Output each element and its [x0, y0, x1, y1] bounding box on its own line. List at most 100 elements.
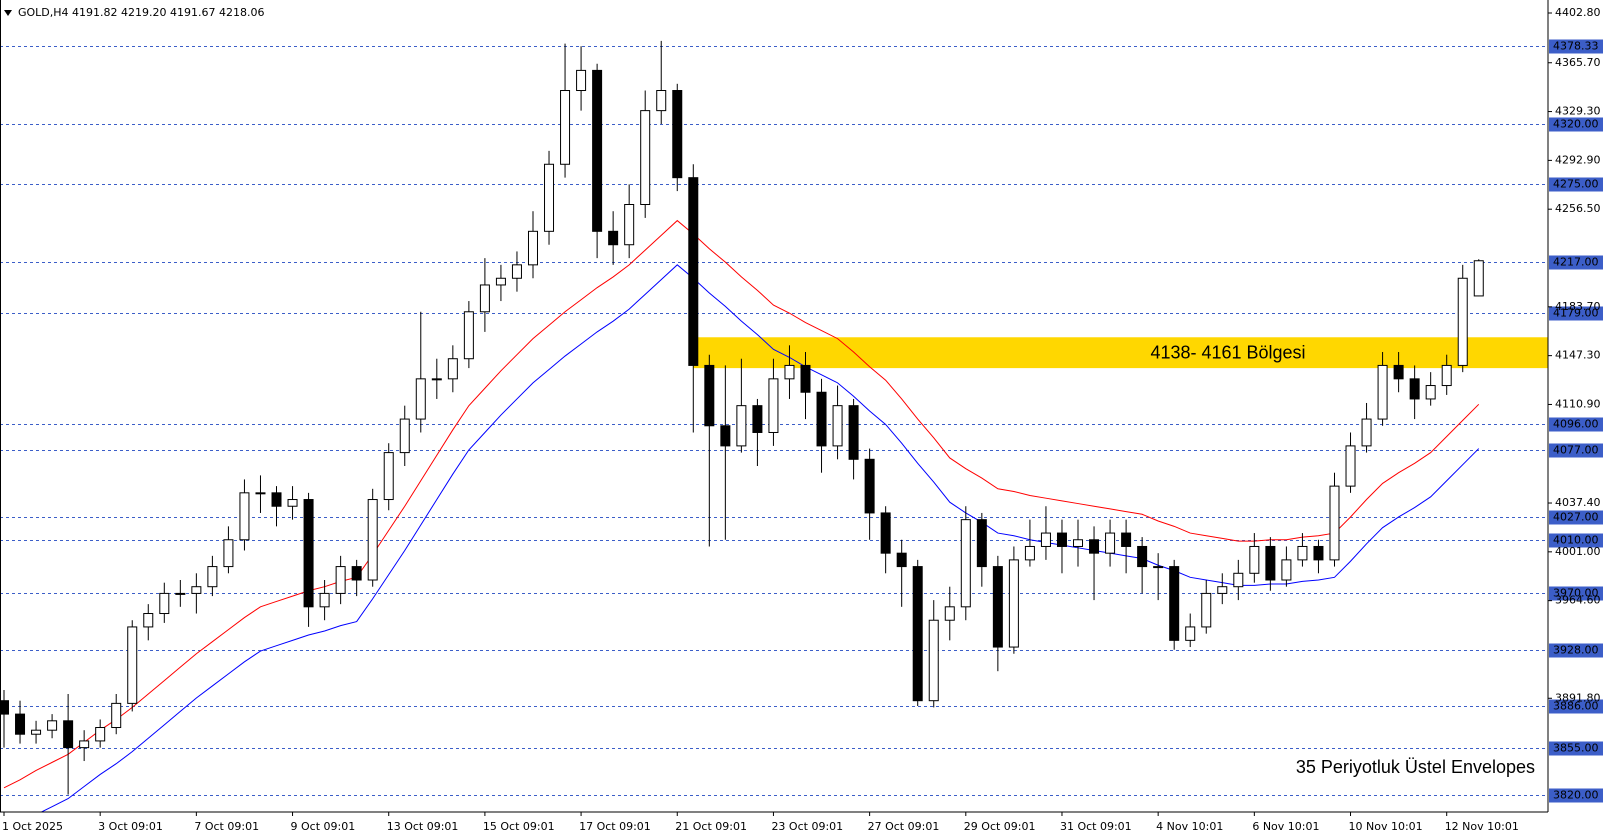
candle-body	[896, 552, 907, 568]
candle-body	[31, 729, 42, 735]
candle-body	[944, 606, 955, 621]
candle-body	[976, 519, 987, 568]
level-label: 4378.33	[1553, 40, 1599, 53]
candle-body	[1473, 260, 1484, 297]
x-tick-label: 31 Oct 09:01	[1060, 820, 1132, 833]
candle-body	[656, 90, 667, 112]
candle-body	[688, 177, 699, 366]
candle-body	[1441, 364, 1452, 387]
level-label: 3970.00	[1553, 587, 1599, 600]
level-label: 4010.00	[1553, 534, 1599, 547]
candle-body	[912, 566, 923, 702]
x-tick-label: 10 Nov 10:01	[1349, 820, 1423, 833]
x-tick-label: 7 Oct 09:01	[194, 820, 259, 833]
candle-body	[1105, 532, 1116, 554]
candle-body	[1377, 364, 1388, 420]
candle-body	[1265, 545, 1276, 581]
level-label-box	[1549, 306, 1603, 321]
y-tick-label: 4147.30	[1555, 349, 1601, 362]
y-tick-label: 4110.90	[1555, 397, 1601, 410]
candle-body	[15, 713, 26, 735]
candle-body	[271, 492, 282, 507]
x-tick-label: 23 Oct 09:01	[771, 820, 843, 833]
candle-body	[175, 592, 186, 595]
x-tick-label: 21 Oct 09:01	[675, 820, 747, 833]
candle-body	[303, 499, 314, 608]
level-label-box	[1549, 255, 1603, 270]
level-label-box	[1549, 788, 1603, 803]
candle-body	[63, 720, 74, 749]
candle-body	[95, 727, 106, 742]
candle-body	[415, 378, 426, 420]
candle-body	[1457, 277, 1468, 366]
candle-body	[511, 264, 522, 279]
y-tick-label: 4183.70	[1555, 300, 1601, 313]
candle-body	[1040, 532, 1051, 547]
x-tick-label: 9 Oct 09:01	[291, 820, 356, 833]
candle-body	[992, 566, 1003, 648]
candle-body	[576, 69, 587, 92]
y-tick-label: 3964.60	[1555, 594, 1601, 607]
candle-body	[816, 391, 827, 447]
y-tick-label: 4001.00	[1555, 545, 1601, 558]
candle-body	[1137, 545, 1148, 568]
chart-header: GOLD,H4 4191.82 4219.20 4191.67 4218.06	[18, 6, 265, 19]
candle-body	[1073, 539, 1084, 547]
level-label-box	[1549, 586, 1603, 601]
candle-body	[383, 452, 394, 501]
candle-body	[864, 458, 875, 514]
candle-body	[351, 566, 362, 581]
candle-body	[1153, 566, 1164, 569]
candle-body	[1089, 539, 1100, 554]
level-label: 4096.00	[1553, 418, 1599, 431]
candle-body	[544, 163, 555, 232]
candle-body	[1201, 592, 1212, 628]
y-tick-label: 4402.80	[1555, 6, 1601, 19]
candle-body	[207, 566, 218, 588]
candle-body	[1185, 626, 1196, 641]
candle-body	[319, 592, 330, 608]
level-label: 3886.00	[1553, 700, 1599, 713]
candle-body	[1281, 559, 1292, 581]
level-label-box	[1549, 643, 1603, 658]
candle-body	[800, 364, 811, 393]
candle-body	[672, 90, 683, 179]
candle-body	[287, 499, 298, 507]
candle-body	[1393, 364, 1404, 380]
candle-body	[1121, 532, 1132, 547]
zone	[693, 337, 1548, 369]
menu-triangle	[4, 10, 12, 16]
y-tick-label: 4256.50	[1555, 202, 1601, 215]
x-tick-label: 4 Nov 10:01	[1156, 820, 1223, 833]
level-label-box	[1549, 533, 1603, 548]
levels-layer: 4378.33 4320.00 4275.00 4217.00 4179.00 4096.…	[0, 39, 1603, 803]
level-label-box	[1549, 443, 1603, 458]
candles-layer	[0, 40, 1484, 795]
candle-body	[1297, 545, 1308, 561]
level-label-box	[1549, 741, 1603, 756]
candle-body	[143, 613, 154, 628]
candle-body	[624, 204, 635, 246]
x-tick-label: 3 Oct 09:01	[98, 820, 163, 833]
candle-body	[159, 592, 170, 615]
annotation: 35 Periyotluk Üstel Envelopes	[1296, 757, 1535, 777]
candle-body	[1345, 445, 1356, 487]
candle-body	[191, 586, 202, 594]
candle-body	[431, 378, 442, 381]
candle-body	[608, 230, 619, 246]
candle-body	[463, 311, 474, 360]
x-tick-label: 17 Oct 09:01	[579, 820, 651, 833]
candle-body	[111, 702, 122, 729]
level-label-box	[1549, 417, 1603, 432]
x-tick-label: 6 Nov 10:01	[1252, 820, 1319, 833]
envelope-line	[40, 264, 1480, 812]
candle-body	[239, 492, 250, 541]
y-tick-label: 4365.70	[1555, 56, 1601, 69]
candle-body	[928, 619, 939, 702]
y-tick-label: 4037.40	[1555, 496, 1601, 509]
candle-body	[367, 499, 378, 581]
candle-body	[1329, 485, 1340, 561]
candle-body	[527, 230, 538, 266]
